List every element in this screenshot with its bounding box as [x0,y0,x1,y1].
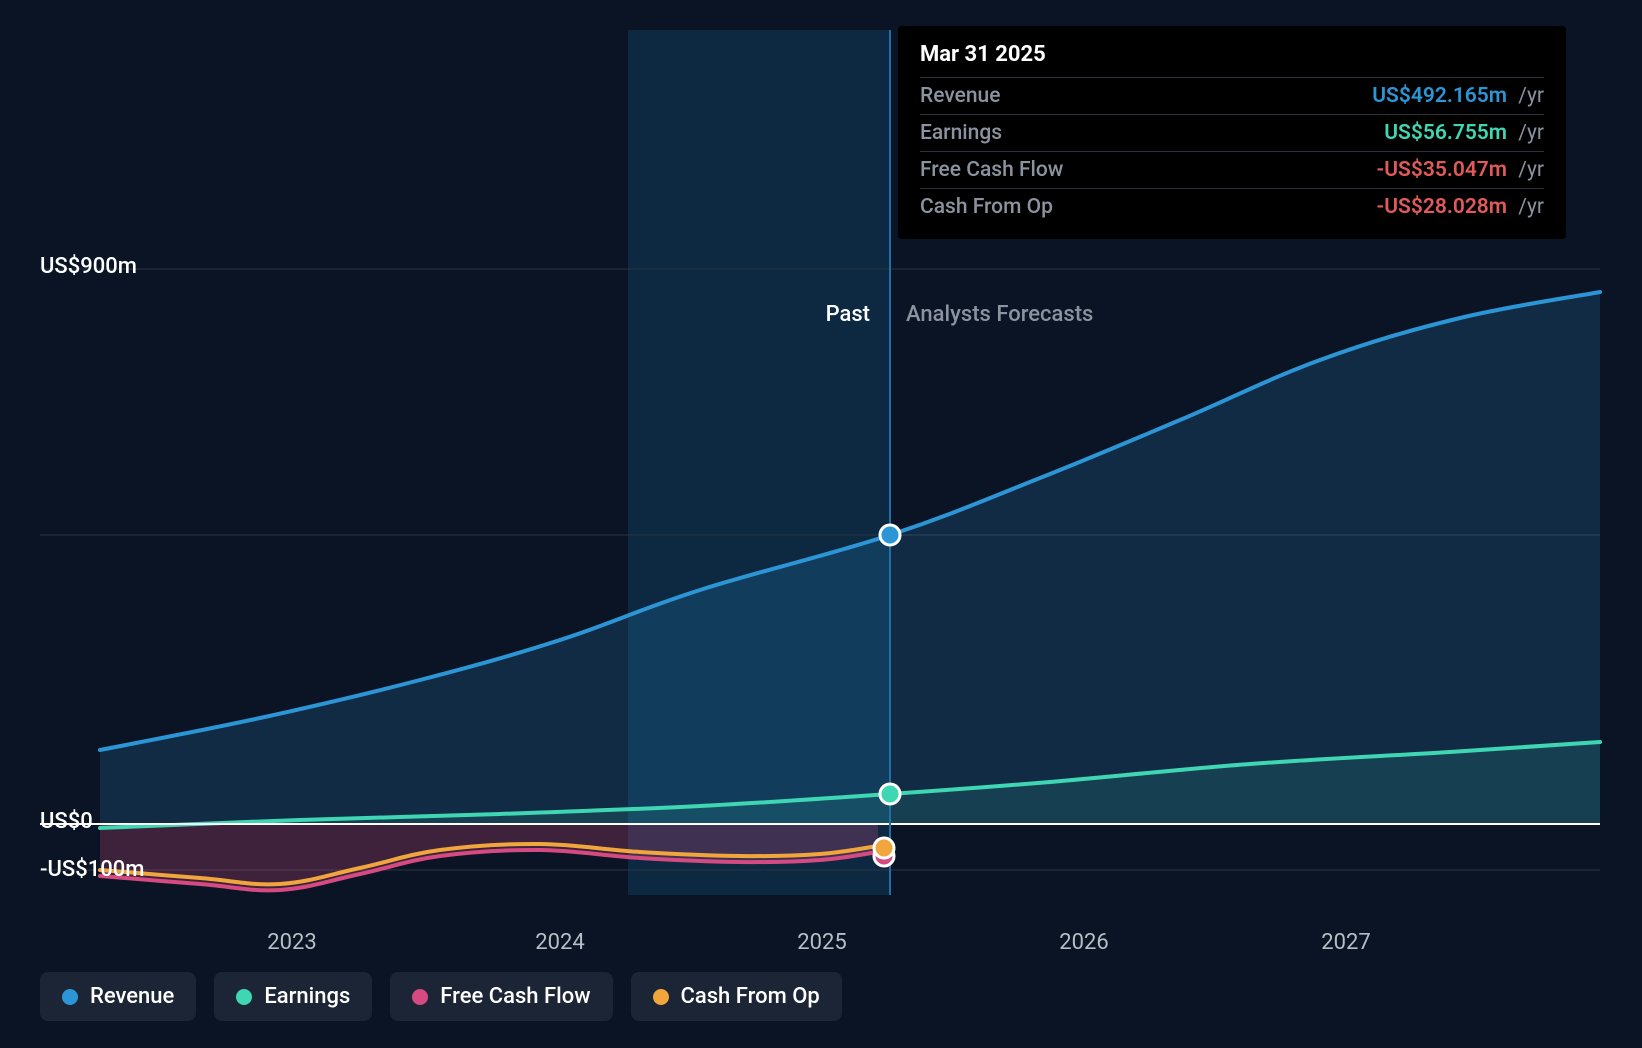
tooltip-value: -US$35.047m [1377,158,1508,182]
x-axis-label-2025: 2025 [797,930,846,955]
tooltip-row-revenue: Revenue US$492.165m /yr [920,77,1544,114]
legend-item-earnings[interactable]: Earnings [214,972,372,1021]
y-axis-label-neg: -US$100m [40,857,144,882]
x-axis-label-2023: 2023 [267,930,316,955]
tooltip-suffix: /yr [1518,84,1544,108]
tooltip-label: Revenue [920,84,1000,108]
legend-dot-icon [412,989,428,1005]
tooltip-value: US$492.165m [1372,84,1507,108]
legend-label: Revenue [90,984,174,1009]
tooltip-suffix: /yr [1518,158,1544,182]
chart-tooltip: Mar 31 2025 Revenue US$492.165m /yr Earn… [898,26,1566,239]
tooltip-suffix: /yr [1518,121,1544,145]
x-axis-label-2026: 2026 [1059,930,1108,955]
legend-dot-icon [653,989,669,1005]
chart-legend: Revenue Earnings Free Cash Flow Cash Fro… [40,972,842,1021]
x-axis-label-2027: 2027 [1321,930,1370,955]
tooltip-date: Mar 31 2025 [920,42,1544,67]
legend-item-revenue[interactable]: Revenue [40,972,196,1021]
tooltip-label: Cash From Op [920,195,1053,219]
financial-chart: US$900m US$0 -US$100m 2023 2024 2025 202… [0,0,1642,1048]
legend-label: Earnings [264,984,350,1009]
legend-label: Cash From Op [681,984,820,1009]
x-axis-label-2024: 2024 [535,930,584,955]
tooltip-label: Earnings [920,121,1002,145]
legend-item-cfo[interactable]: Cash From Op [631,972,842,1021]
y-axis-label-0: US$0 [40,809,93,834]
tooltip-label: Free Cash Flow [920,158,1063,182]
tooltip-value: US$56.755m [1384,121,1507,145]
legend-dot-icon [62,989,78,1005]
legend-item-fcf[interactable]: Free Cash Flow [390,972,612,1021]
y-axis-label-900: US$900m [40,254,137,279]
tooltip-value: -US$28.028m [1377,195,1508,219]
tooltip-suffix: /yr [1518,195,1544,219]
legend-label: Free Cash Flow [440,984,590,1009]
split-label-past: Past [730,302,870,327]
tooltip-row-earnings: Earnings US$56.755m /yr [920,114,1544,151]
tooltip-row-fcf: Free Cash Flow -US$35.047m /yr [920,151,1544,188]
tooltip-row-cfo: Cash From Op -US$28.028m /yr [920,188,1544,225]
split-label-forecast: Analysts Forecasts [906,302,1093,327]
legend-dot-icon [236,989,252,1005]
